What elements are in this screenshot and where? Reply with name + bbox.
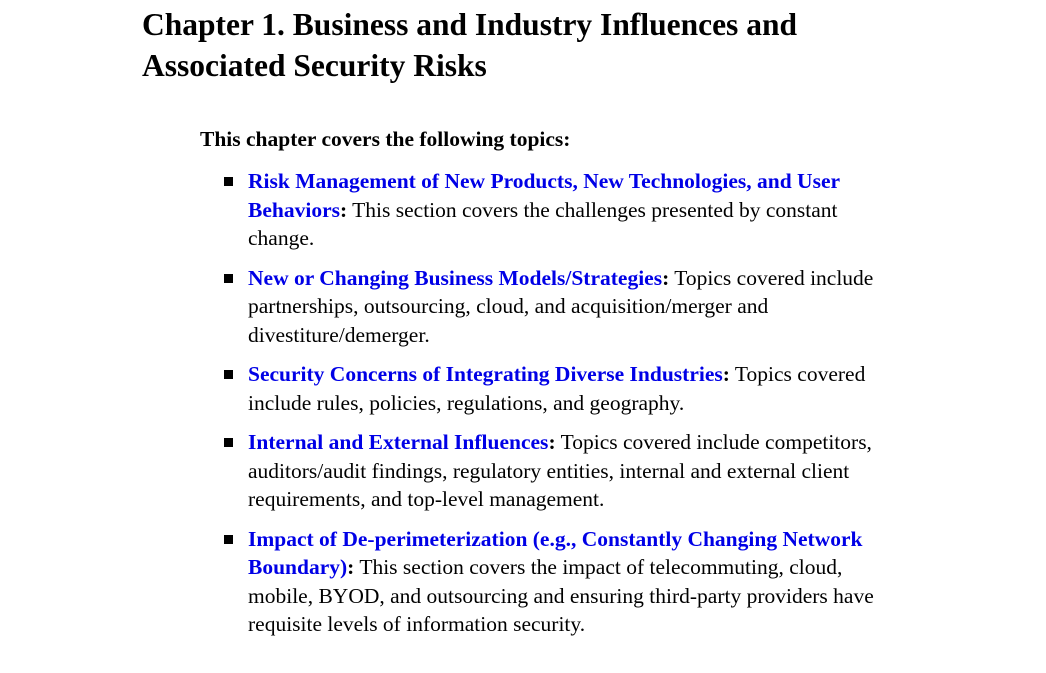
chapter-intro: This chapter covers the following topics… <box>200 127 571 151</box>
square-bullet-icon <box>224 273 233 283</box>
topic-link-risk-management[interactable]: Risk Management of New Products, New Tec… <box>248 169 840 222</box>
topic-separator: : <box>722 362 730 386</box>
square-bullet-icon <box>224 177 233 186</box>
topic-description: This section covers the impact of teleco… <box>248 555 874 636</box>
square-bullet-icon <box>224 534 233 544</box>
topic-link-diverse-industries[interactable]: Security Concerns of Integrating Diverse… <box>248 362 723 386</box>
chapter-title: Chapter 1. Business and Industry Influen… <box>142 7 797 83</box>
topic-item-diverse-industries: Security Concerns of Integrating Diverse… <box>224 360 888 417</box>
topic-item-risk-management: Risk Management of New Products, New Tec… <box>224 167 888 253</box>
topic-description: This section covers the challenges prese… <box>248 197 838 251</box>
topic-item-influences: Internal and External Influences: Topics… <box>224 428 888 514</box>
topic-description: Topics covered include rules, policies, … <box>248 362 866 415</box>
topic-link-de-perimeterization[interactable]: Impact of De-perimeterization (e.g., Con… <box>248 526 863 580</box>
square-bullet-icon <box>224 370 233 379</box>
topic-link-influences[interactable]: Internal and External Influences <box>248 430 549 454</box>
topic-item-de-perimeterization: Impact of De-perimeterization (e.g., Con… <box>224 525 888 639</box>
topic-separator: : <box>548 430 556 454</box>
topics-list: Risk Management of New Products, New Tec… <box>224 167 888 650</box>
square-bullet-icon <box>224 438 233 447</box>
topic-item-business-models: New or Changing Business Models/Strategi… <box>224 264 888 350</box>
topic-separator: : <box>662 265 670 290</box>
topic-description: Topics covered include competitors, audi… <box>248 430 872 511</box>
topic-separator: : <box>347 555 355 579</box>
topic-separator: : <box>339 197 348 222</box>
topic-link-business-models[interactable]: New or Changing Business Models/Strategi… <box>248 265 663 290</box>
topic-description: Topics covered include partnerships, out… <box>248 265 874 347</box>
